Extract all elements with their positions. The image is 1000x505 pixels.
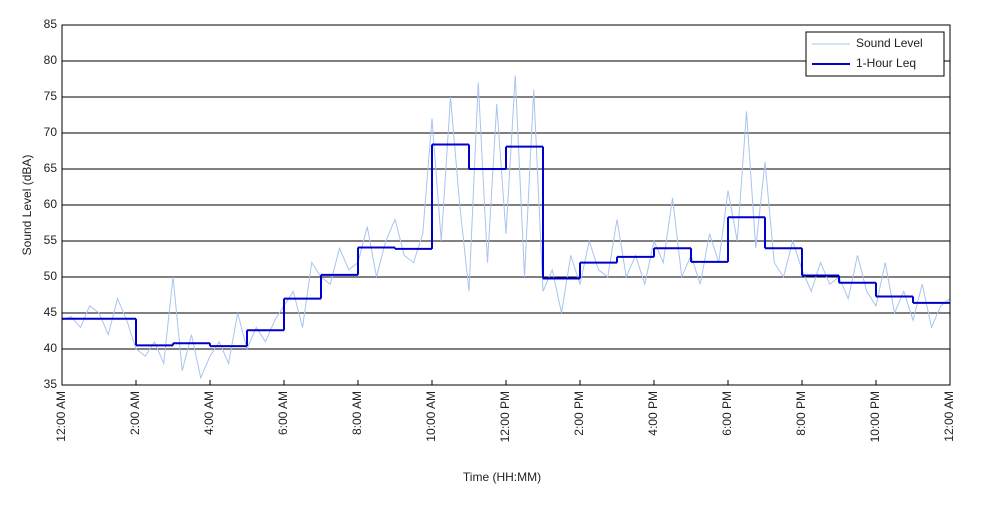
legend-box xyxy=(805,31,945,77)
x-axis-label: Time (HH:MM) xyxy=(463,470,541,484)
y-tick-label: 45 xyxy=(44,305,58,319)
x-tick-label: 2:00 PM xyxy=(572,391,586,436)
y-tick-label: 80 xyxy=(44,53,58,67)
x-tick-label: 8:00 AM xyxy=(350,391,364,435)
x-tick-label: 8:00 PM xyxy=(794,391,808,436)
x-tick-label: 12:00 AM xyxy=(54,391,68,442)
x-tick-label: 10:00 AM xyxy=(424,391,438,442)
y-tick-label: 65 xyxy=(44,161,58,175)
legend-label: 1-Hour Leq xyxy=(856,56,916,70)
x-tick-label: 4:00 AM xyxy=(202,391,216,435)
x-tick-label: 4:00 PM xyxy=(646,391,660,436)
y-axis-label: Sound Level (dBA) xyxy=(20,155,34,256)
x-tick-label: 6:00 AM xyxy=(276,391,290,435)
y-tick-label: 60 xyxy=(44,197,58,211)
x-tick-label: 12:00 PM xyxy=(498,391,512,442)
y-tick-label: 40 xyxy=(44,341,58,355)
x-tick-label: 2:00 AM xyxy=(128,391,142,435)
y-tick-label: 50 xyxy=(44,269,58,283)
y-tick-label: 35 xyxy=(44,377,58,391)
legend-label: Sound Level xyxy=(856,36,923,50)
x-tick-label: 12:00 AM xyxy=(942,391,956,442)
y-tick-label: 55 xyxy=(44,233,58,247)
y-tick-label: 85 xyxy=(44,17,58,31)
x-tick-label: 10:00 PM xyxy=(868,391,882,442)
y-tick-label: 70 xyxy=(44,125,58,139)
sound-level-line xyxy=(61,75,951,380)
plot-frame xyxy=(61,24,951,386)
y-tick-label: 75 xyxy=(44,89,58,103)
x-tick-label: 6:00 PM xyxy=(720,391,734,436)
